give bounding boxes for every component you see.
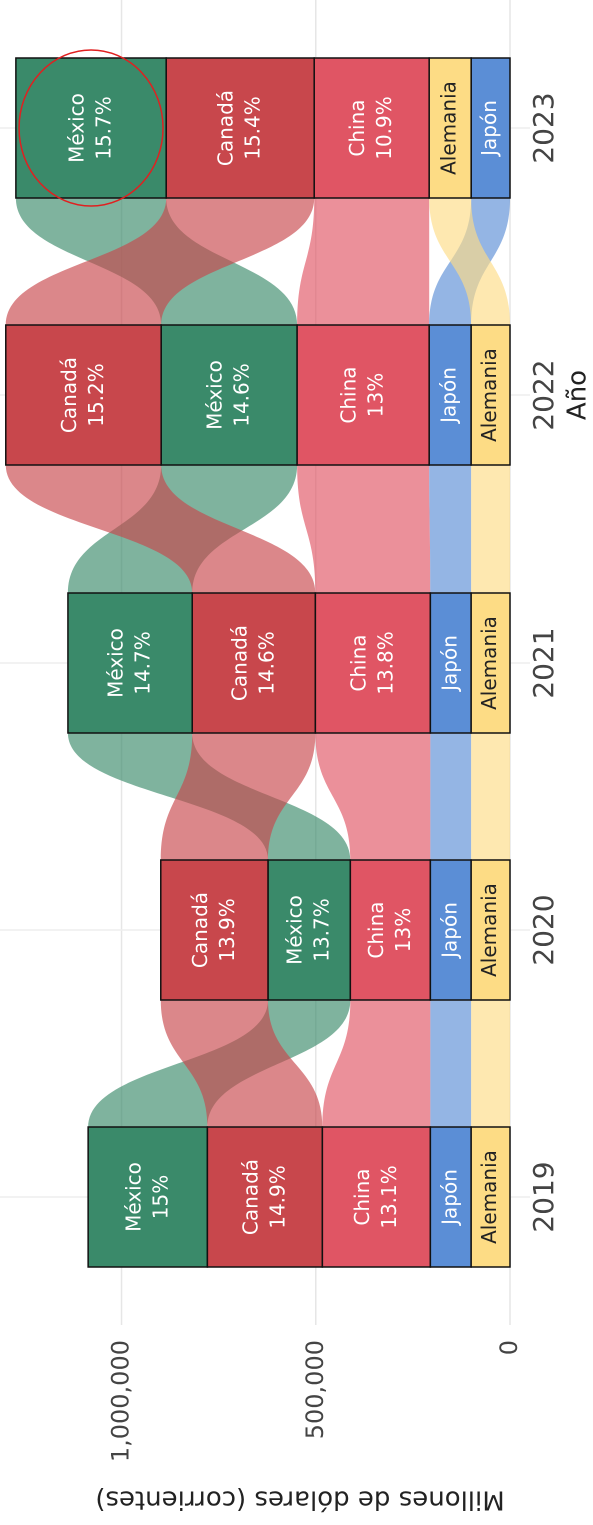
- y-axis-title: Millones de dólares (corrientes): [95, 1485, 504, 1515]
- x-tick-label: 2021: [527, 627, 560, 698]
- segment-name: Alemania: [477, 348, 501, 442]
- segment-share: 14.9%: [265, 1165, 289, 1229]
- segment-share: 14.6%: [230, 363, 254, 427]
- flow: [430, 1000, 472, 1127]
- flow: [471, 1000, 511, 1127]
- segment-name: China: [337, 366, 361, 423]
- segment-name: México: [121, 1162, 145, 1232]
- flow: [430, 733, 472, 860]
- segment-share: 13.9%: [215, 898, 239, 962]
- x-tick-label: 2019: [527, 1161, 560, 1232]
- x-tick-label: 2022: [527, 359, 560, 430]
- flow: [322, 1000, 431, 1127]
- segment-name: Japón: [437, 635, 461, 693]
- segment-share: 13.7%: [310, 898, 334, 962]
- flow: [5, 198, 315, 325]
- segment-name: Japón: [477, 100, 501, 158]
- y-tick-label: 1,000,000: [107, 1340, 135, 1462]
- flow: [297, 198, 430, 325]
- segment-name: Japón: [437, 902, 461, 960]
- segment-share: 10.9%: [372, 96, 396, 160]
- segment-share: 15.7%: [92, 96, 116, 160]
- segment-share: 13%: [391, 908, 415, 952]
- segment-share: 13.8%: [373, 631, 397, 695]
- segment-name: Canadá: [57, 357, 81, 433]
- bar-segment: [470, 324, 511, 466]
- segment-share: 15%: [148, 1175, 172, 1219]
- segment-name: China: [345, 99, 369, 156]
- segment-name: Canadá: [238, 1159, 262, 1235]
- segment-name: Japón: [437, 367, 461, 425]
- segment-share: 15.2%: [84, 363, 108, 427]
- flow: [471, 733, 511, 860]
- bar-segment: [428, 57, 472, 199]
- flow: [429, 465, 472, 593]
- segment-name: México: [65, 93, 89, 163]
- x-tick-label: 2020: [527, 894, 560, 965]
- highlight-circle: [18, 49, 164, 207]
- segment-name: México: [283, 895, 307, 965]
- flow: [160, 733, 316, 860]
- segment-share: 14.7%: [131, 631, 155, 695]
- segment-name: México: [104, 628, 128, 698]
- segment-name: China: [364, 901, 388, 958]
- segment-name: Alemania: [437, 81, 461, 175]
- segment-share: 13.1%: [377, 1165, 401, 1229]
- bar-segment: [160, 859, 269, 1001]
- segment-name: Canadá: [214, 90, 238, 166]
- y-tick-label: 0: [495, 1340, 523, 1355]
- flow: [160, 1000, 323, 1127]
- x-axis-title: Año: [563, 370, 593, 420]
- segment-name: Canadá: [188, 892, 212, 968]
- segment-share: 14.6%: [254, 631, 278, 695]
- segment-name: Alemania: [477, 1150, 501, 1244]
- segment-name: Alemania: [477, 883, 501, 977]
- segment-name: Alemania: [477, 616, 501, 710]
- segment-name: China: [350, 1168, 374, 1225]
- bar-segment: [470, 1126, 511, 1268]
- y-tick-label: 500,000: [301, 1340, 329, 1439]
- segment-name: China: [346, 634, 370, 691]
- bar-segment: [5, 324, 162, 466]
- bar-segment: [470, 859, 511, 1001]
- flow: [471, 465, 511, 593]
- bar-segment: [470, 592, 511, 734]
- segment-name: Japón: [437, 1169, 461, 1227]
- x-tick-label: 2023: [527, 92, 560, 163]
- flow: [315, 733, 431, 860]
- segment-name: México: [203, 360, 227, 430]
- flow: [429, 198, 510, 325]
- segment-share: 15.4%: [241, 96, 265, 160]
- flow: [5, 465, 316, 593]
- flows: [5, 198, 511, 1127]
- segment-name: Canadá: [227, 625, 251, 701]
- flow: [297, 465, 431, 593]
- segment-share: 13%: [364, 373, 388, 417]
